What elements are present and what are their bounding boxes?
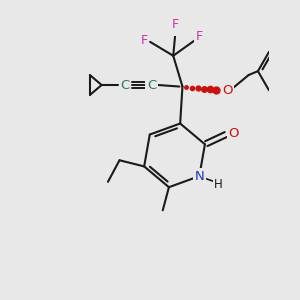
Text: F: F [140,34,148,47]
Text: C: C [147,79,156,92]
Text: F: F [196,30,203,43]
Text: O: O [222,84,232,97]
Text: H: H [214,178,223,191]
Text: F: F [172,18,179,32]
Text: N: N [194,169,204,183]
Text: C: C [120,79,129,92]
Text: O: O [228,128,239,140]
